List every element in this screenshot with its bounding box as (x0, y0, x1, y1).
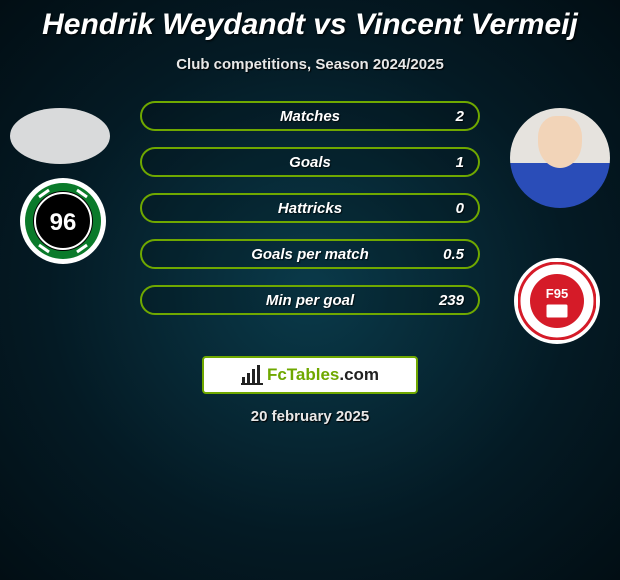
badge-text: FcTables.com (267, 365, 379, 385)
stat-bar-goals-per-match: Goals per match 0.5 (140, 239, 480, 269)
stat-bar-min-per-goal: Min per goal 239 (140, 285, 480, 315)
date-label: 20 february 2025 (0, 408, 620, 425)
fortuna-dusseldorf-icon: F95 (518, 262, 596, 340)
hannover-96-icon: 96 (24, 182, 102, 260)
svg-text:F95: F95 (546, 286, 568, 301)
stat-bar-hattricks: Hattricks 0 (140, 193, 480, 223)
player-right-photo (510, 108, 610, 208)
stat-label: Goals per match (251, 246, 369, 263)
stat-label: Hattricks (278, 200, 342, 217)
stat-label: Matches (280, 108, 340, 125)
club-right-logo: F95 (514, 258, 600, 344)
stat-label: Min per goal (266, 292, 354, 309)
player-left-photo (10, 108, 110, 164)
bar-chart-icon (241, 365, 263, 385)
stat-label: Goals (289, 154, 331, 171)
stat-right: 0 (456, 200, 464, 217)
subtitle: Club competitions, Season 2024/2025 (0, 56, 620, 73)
stat-bar-goals: Goals 1 (140, 147, 480, 177)
stat-right: 1 (456, 154, 464, 171)
stat-right: 2 (456, 108, 464, 125)
stat-right: 239 (439, 292, 464, 309)
page-title: Hendrik Weydandt vs Vincent Vermeij (0, 0, 620, 42)
svg-text:96: 96 (50, 209, 77, 236)
club-left-logo: 96 (20, 178, 106, 264)
stat-bar-matches: Matches 2 (140, 101, 480, 131)
stat-right: 0.5 (443, 246, 464, 263)
fctables-badge[interactable]: FcTables.com (202, 356, 418, 394)
